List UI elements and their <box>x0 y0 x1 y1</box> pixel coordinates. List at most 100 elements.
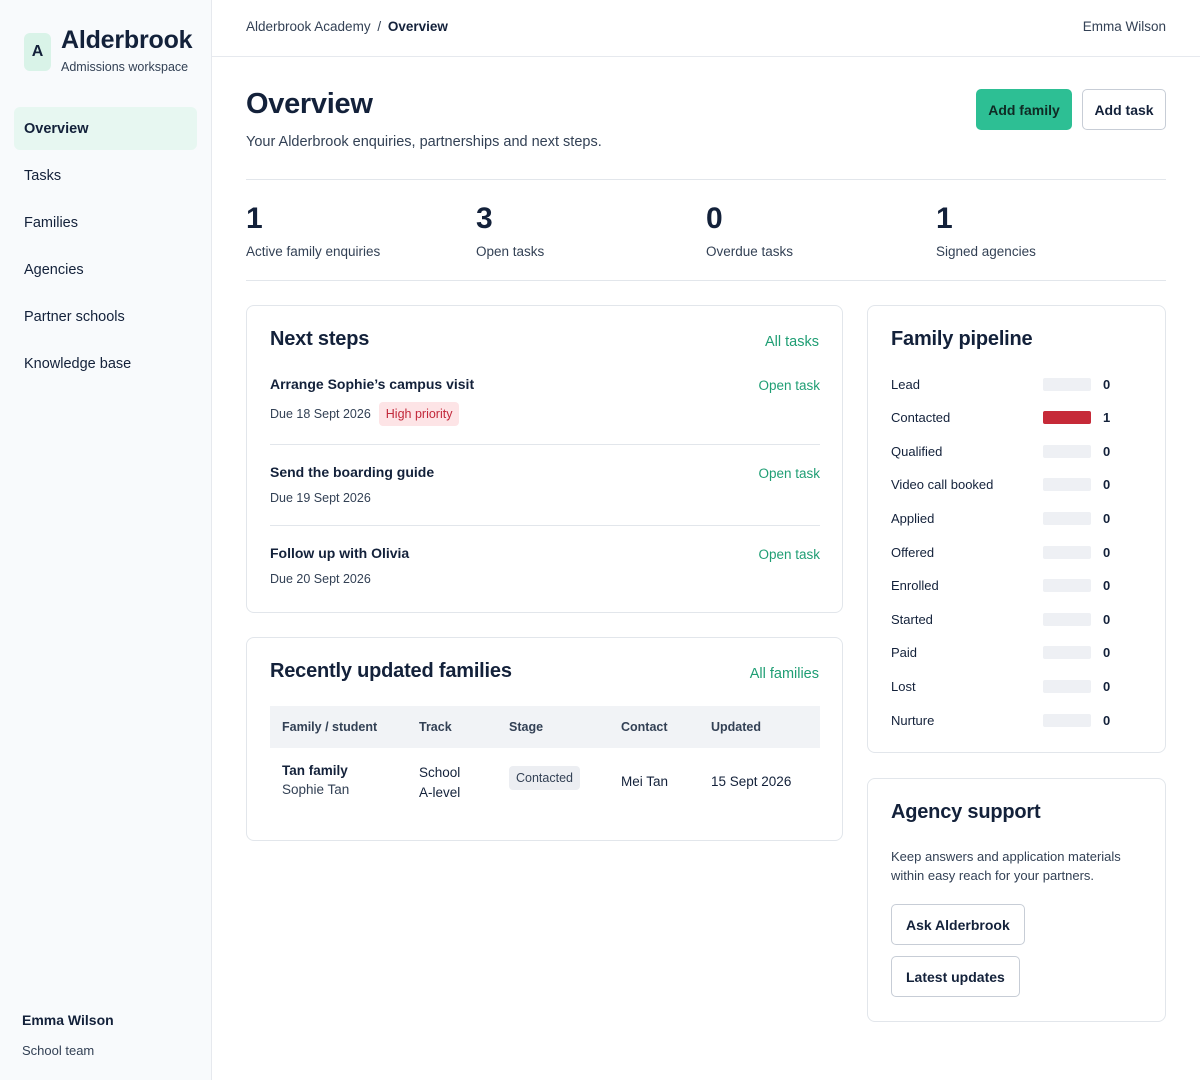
pipeline-row[interactable]: Nurture 0 <box>891 710 1141 730</box>
latest-updates-button[interactable]: Latest updates <box>891 956 1020 997</box>
contact-cell: Mei Tan <box>621 774 669 789</box>
column-header-stage[interactable]: Stage <box>509 720 544 734</box>
table-row[interactable]: Tan family Sophie Tan School A-level Con… <box>270 748 820 812</box>
task-due-date: Due 19 Sept 2026 <box>270 491 371 505</box>
pipeline-bar-track <box>1043 377 1091 391</box>
pipeline-stage-label: Nurture <box>891 712 935 728</box>
pipeline-bar-track <box>1043 411 1091 425</box>
stage-cell: Contacted <box>509 766 580 790</box>
task-due-date: Due 20 Sept 2026 <box>270 572 371 586</box>
student-name: Sophie Tan <box>282 782 350 797</box>
pipeline-bar-track <box>1043 612 1091 626</box>
agency-support-title: Agency support <box>891 801 1041 823</box>
stat-value: 1 <box>246 202 263 235</box>
updated-cell: 15 Sept 2026 <box>711 774 792 789</box>
task-item: Send the boarding guide Open task Due 19… <box>270 464 820 505</box>
pipeline-stage-count: 0 <box>1103 611 1111 627</box>
pipeline-row[interactable]: Enrolled 0 <box>891 576 1141 596</box>
pipeline-row[interactable]: Started 0 <box>891 609 1141 629</box>
pipeline-bar-track <box>1043 444 1091 458</box>
pipeline-stage-label: Applied <box>891 510 935 526</box>
pipeline-bar-track <box>1043 478 1091 492</box>
task-title: Arrange Sophie’s campus visit <box>270 376 475 392</box>
pipeline-stage-label: Contacted <box>891 410 951 426</box>
pipeline-stage-count: 1 <box>1103 410 1111 426</box>
divider <box>270 444 820 445</box>
column-header-updated[interactable]: Updated <box>711 720 761 734</box>
pipeline-stage-label: Started <box>891 611 933 627</box>
stat-value: 0 <box>706 202 723 235</box>
family-cell: Tan family Sophie Tan <box>282 763 349 797</box>
pipeline-stage-count: 0 <box>1103 376 1111 392</box>
page-title: Overview <box>246 88 373 120</box>
pipeline-row[interactable]: Contacted 1 <box>891 408 1141 428</box>
track-cell: School A-level <box>419 763 460 803</box>
stat-label: Active family enquiries <box>246 244 381 259</box>
stats-row: 1 Active family enquiries 3 Open tasks 0… <box>246 179 1166 281</box>
stat-label: Open tasks <box>476 244 545 259</box>
sidebar-item-families[interactable]: Families <box>24 214 78 231</box>
all-families-link[interactable]: All families <box>749 666 819 682</box>
breadcrumb: Alderbrook Academy / Overview <box>246 19 448 34</box>
column-header-family[interactable]: Family / student <box>282 720 378 734</box>
open-task-link[interactable]: Open task <box>758 547 820 562</box>
pipeline-stage-count: 0 <box>1103 443 1111 459</box>
brand: A Alderbrook Admissions workspace <box>24 26 193 74</box>
brand-subtitle: Admissions workspace <box>61 60 189 74</box>
stat-signed-agencies: 1 Signed agencies <box>936 202 1036 259</box>
pipeline-row[interactable]: Lost 0 <box>891 676 1141 696</box>
table-header: Family / student Track Stage Contact Upd… <box>270 706 820 748</box>
add-family-button[interactable]: Add family <box>976 89 1072 130</box>
family-pipeline-card: Family pipeline Lead 0 Contacted 1 Qualified… <box>867 305 1166 753</box>
pipeline-bar-track <box>1043 579 1091 593</box>
all-tasks-link[interactable]: All tasks <box>765 334 819 350</box>
pipeline-stage-label: Offered <box>891 544 935 560</box>
pipeline-stage-label: Lead <box>891 376 920 392</box>
sidebar-item-tasks[interactable]: Tasks <box>24 167 62 184</box>
pipeline-stage-count: 0 <box>1103 578 1111 594</box>
open-task-link[interactable]: Open task <box>758 466 820 481</box>
sidebar: A Alderbrook Admissions workspace Overvi… <box>0 0 212 1080</box>
column-header-track[interactable]: Track <box>419 720 452 734</box>
sidebar-nav: Overview Tasks Families Agencies Partner… <box>14 107 197 389</box>
pipeline-row[interactable]: Lead 0 <box>891 374 1141 394</box>
families-table: Family / student Track Stage Contact Upd… <box>270 706 820 812</box>
task-title: Follow up with Olivia <box>270 545 410 561</box>
pipeline-bar-track <box>1043 713 1091 727</box>
sidebar-user: Emma Wilson School team <box>22 1012 114 1058</box>
pipeline-stage-count: 0 <box>1103 477 1111 493</box>
priority-badge: High priority <box>378 402 460 426</box>
sidebar-item-knowledge-base[interactable]: Knowledge base <box>24 355 132 372</box>
pipeline-bar-track <box>1043 545 1091 559</box>
family-name[interactable]: Tan family <box>282 763 348 778</box>
sidebar-user-name: Emma Wilson <box>22 1012 114 1028</box>
breadcrumb-current: Overview <box>387 19 448 34</box>
stat-value: 1 <box>936 202 953 235</box>
add-task-button[interactable]: Add task <box>1082 89 1166 130</box>
pipeline-stage-count: 0 <box>1103 678 1111 694</box>
pipeline-row[interactable]: Video call booked 0 <box>891 475 1141 495</box>
topbar-user[interactable]: Emma Wilson <box>1082 19 1166 34</box>
recent-families-title: Recently updated families <box>270 660 512 682</box>
task-due-date: Due 18 Sept 2026 <box>270 407 371 421</box>
open-task-link[interactable]: Open task <box>758 378 820 393</box>
pipeline-row[interactable]: Qualified 0 <box>891 441 1141 461</box>
sidebar-item-overview[interactable]: Overview <box>14 107 197 150</box>
track-line-1: School <box>419 765 461 780</box>
column-header-contact[interactable]: Contact <box>621 720 668 734</box>
task-item: Arrange Sophie’s campus visit Open task … <box>270 376 820 426</box>
breadcrumb-root[interactable]: Alderbrook Academy <box>246 19 371 34</box>
sidebar-item-partner-schools[interactable]: Partner schools <box>24 308 125 325</box>
sidebar-user-role: School team <box>22 1043 95 1058</box>
pipeline-row[interactable]: Paid 0 <box>891 643 1141 663</box>
pipeline-row[interactable]: Offered 0 <box>891 542 1141 562</box>
breadcrumb-separator: / <box>377 19 382 34</box>
pipeline-row[interactable]: Applied 0 <box>891 508 1141 528</box>
stat-value: 3 <box>476 202 493 235</box>
pipeline-stage-label: Enrolled <box>891 578 939 594</box>
ask-alderbrook-button[interactable]: Ask Alderbrook <box>891 904 1025 945</box>
brand-name: Alderbrook <box>61 26 193 54</box>
divider <box>270 525 820 526</box>
stat-overdue-tasks: 0 Overdue tasks <box>706 202 793 259</box>
sidebar-item-agencies[interactable]: Agencies <box>24 261 84 278</box>
